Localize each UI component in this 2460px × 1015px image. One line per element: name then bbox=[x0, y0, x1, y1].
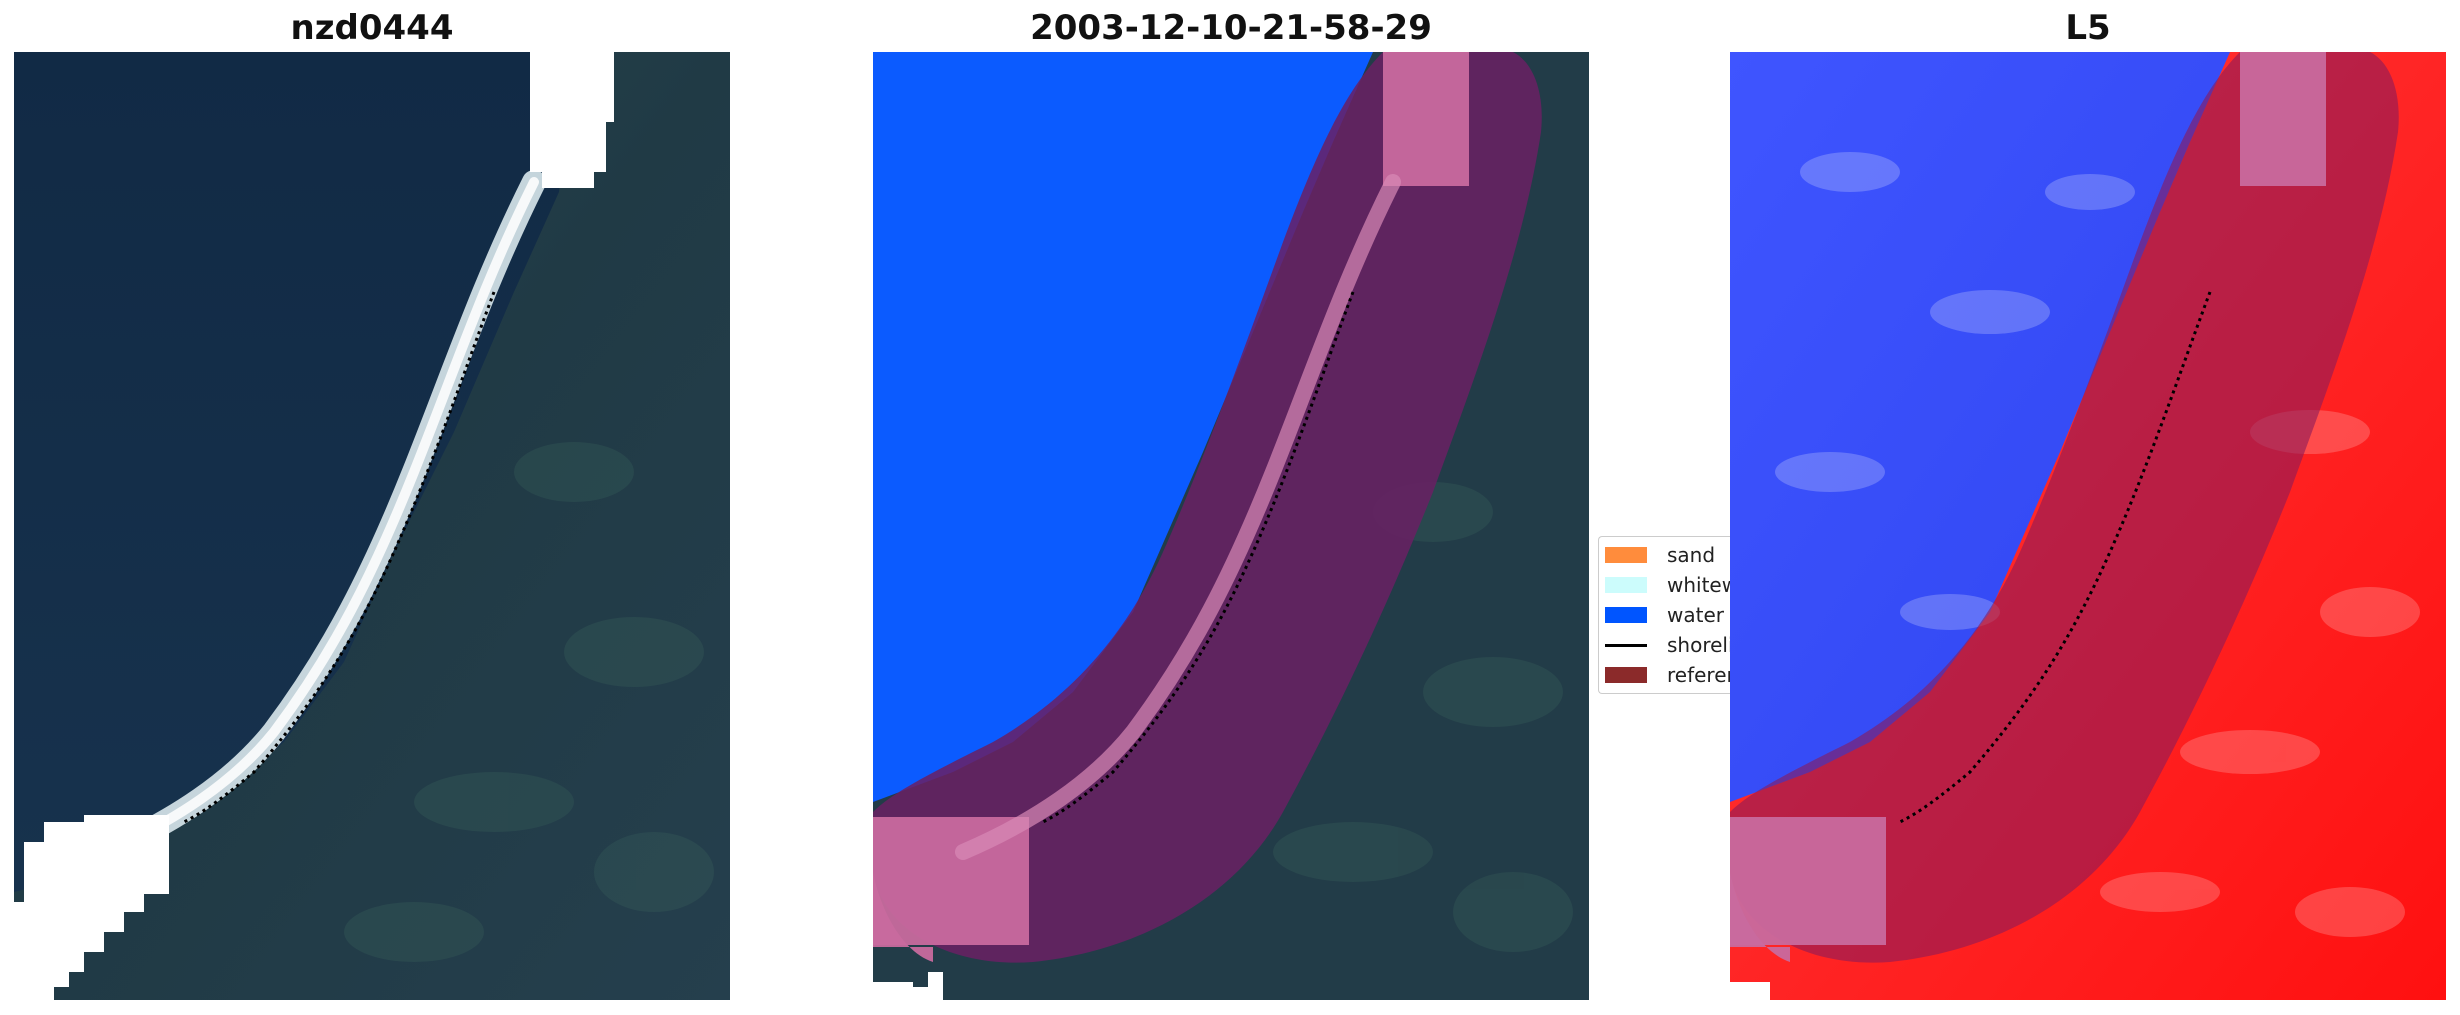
index-water-region bbox=[1730, 52, 2230, 802]
classified-image bbox=[873, 52, 1589, 1000]
panel-title-index: L5 bbox=[2065, 8, 2111, 48]
legend-label-reference: reference shoreline buffer bbox=[1667, 663, 1730, 687]
detected-shoreline bbox=[183, 291, 496, 824]
rgb-image bbox=[14, 52, 730, 1000]
water-swatch bbox=[1605, 607, 1647, 623]
panel-title-rgb: nzd0444 bbox=[290, 8, 454, 48]
nodata-region-bottom bbox=[14, 815, 169, 1000]
index-image bbox=[1730, 52, 2446, 1000]
reference-swatch bbox=[1605, 667, 1647, 683]
legend-label-water: water bbox=[1667, 603, 1724, 627]
water-class-region bbox=[873, 52, 1373, 802]
detected-shoreline-index bbox=[1899, 291, 2212, 824]
reference-shoreline-buffer bbox=[873, 52, 1542, 963]
panel-title-classified: 2003-12-10-21-58-29 bbox=[1030, 8, 1432, 48]
detected-shoreline-classified bbox=[1042, 291, 1355, 824]
sand-swatch bbox=[1605, 547, 1647, 563]
classified-image-panel bbox=[873, 52, 1589, 1000]
shoreline-line-swatch bbox=[1605, 644, 1647, 647]
reference-shoreline-buffer-index bbox=[1730, 52, 2399, 963]
whitewater-swatch bbox=[1605, 577, 1647, 593]
rgb-image-panel bbox=[14, 52, 730, 1000]
legend-label-shoreline: shoreline bbox=[1667, 633, 1730, 657]
nodata-region-top bbox=[530, 52, 614, 188]
index-image-panel bbox=[1730, 52, 2446, 1000]
legend-label-sand: sand bbox=[1667, 543, 1716, 567]
